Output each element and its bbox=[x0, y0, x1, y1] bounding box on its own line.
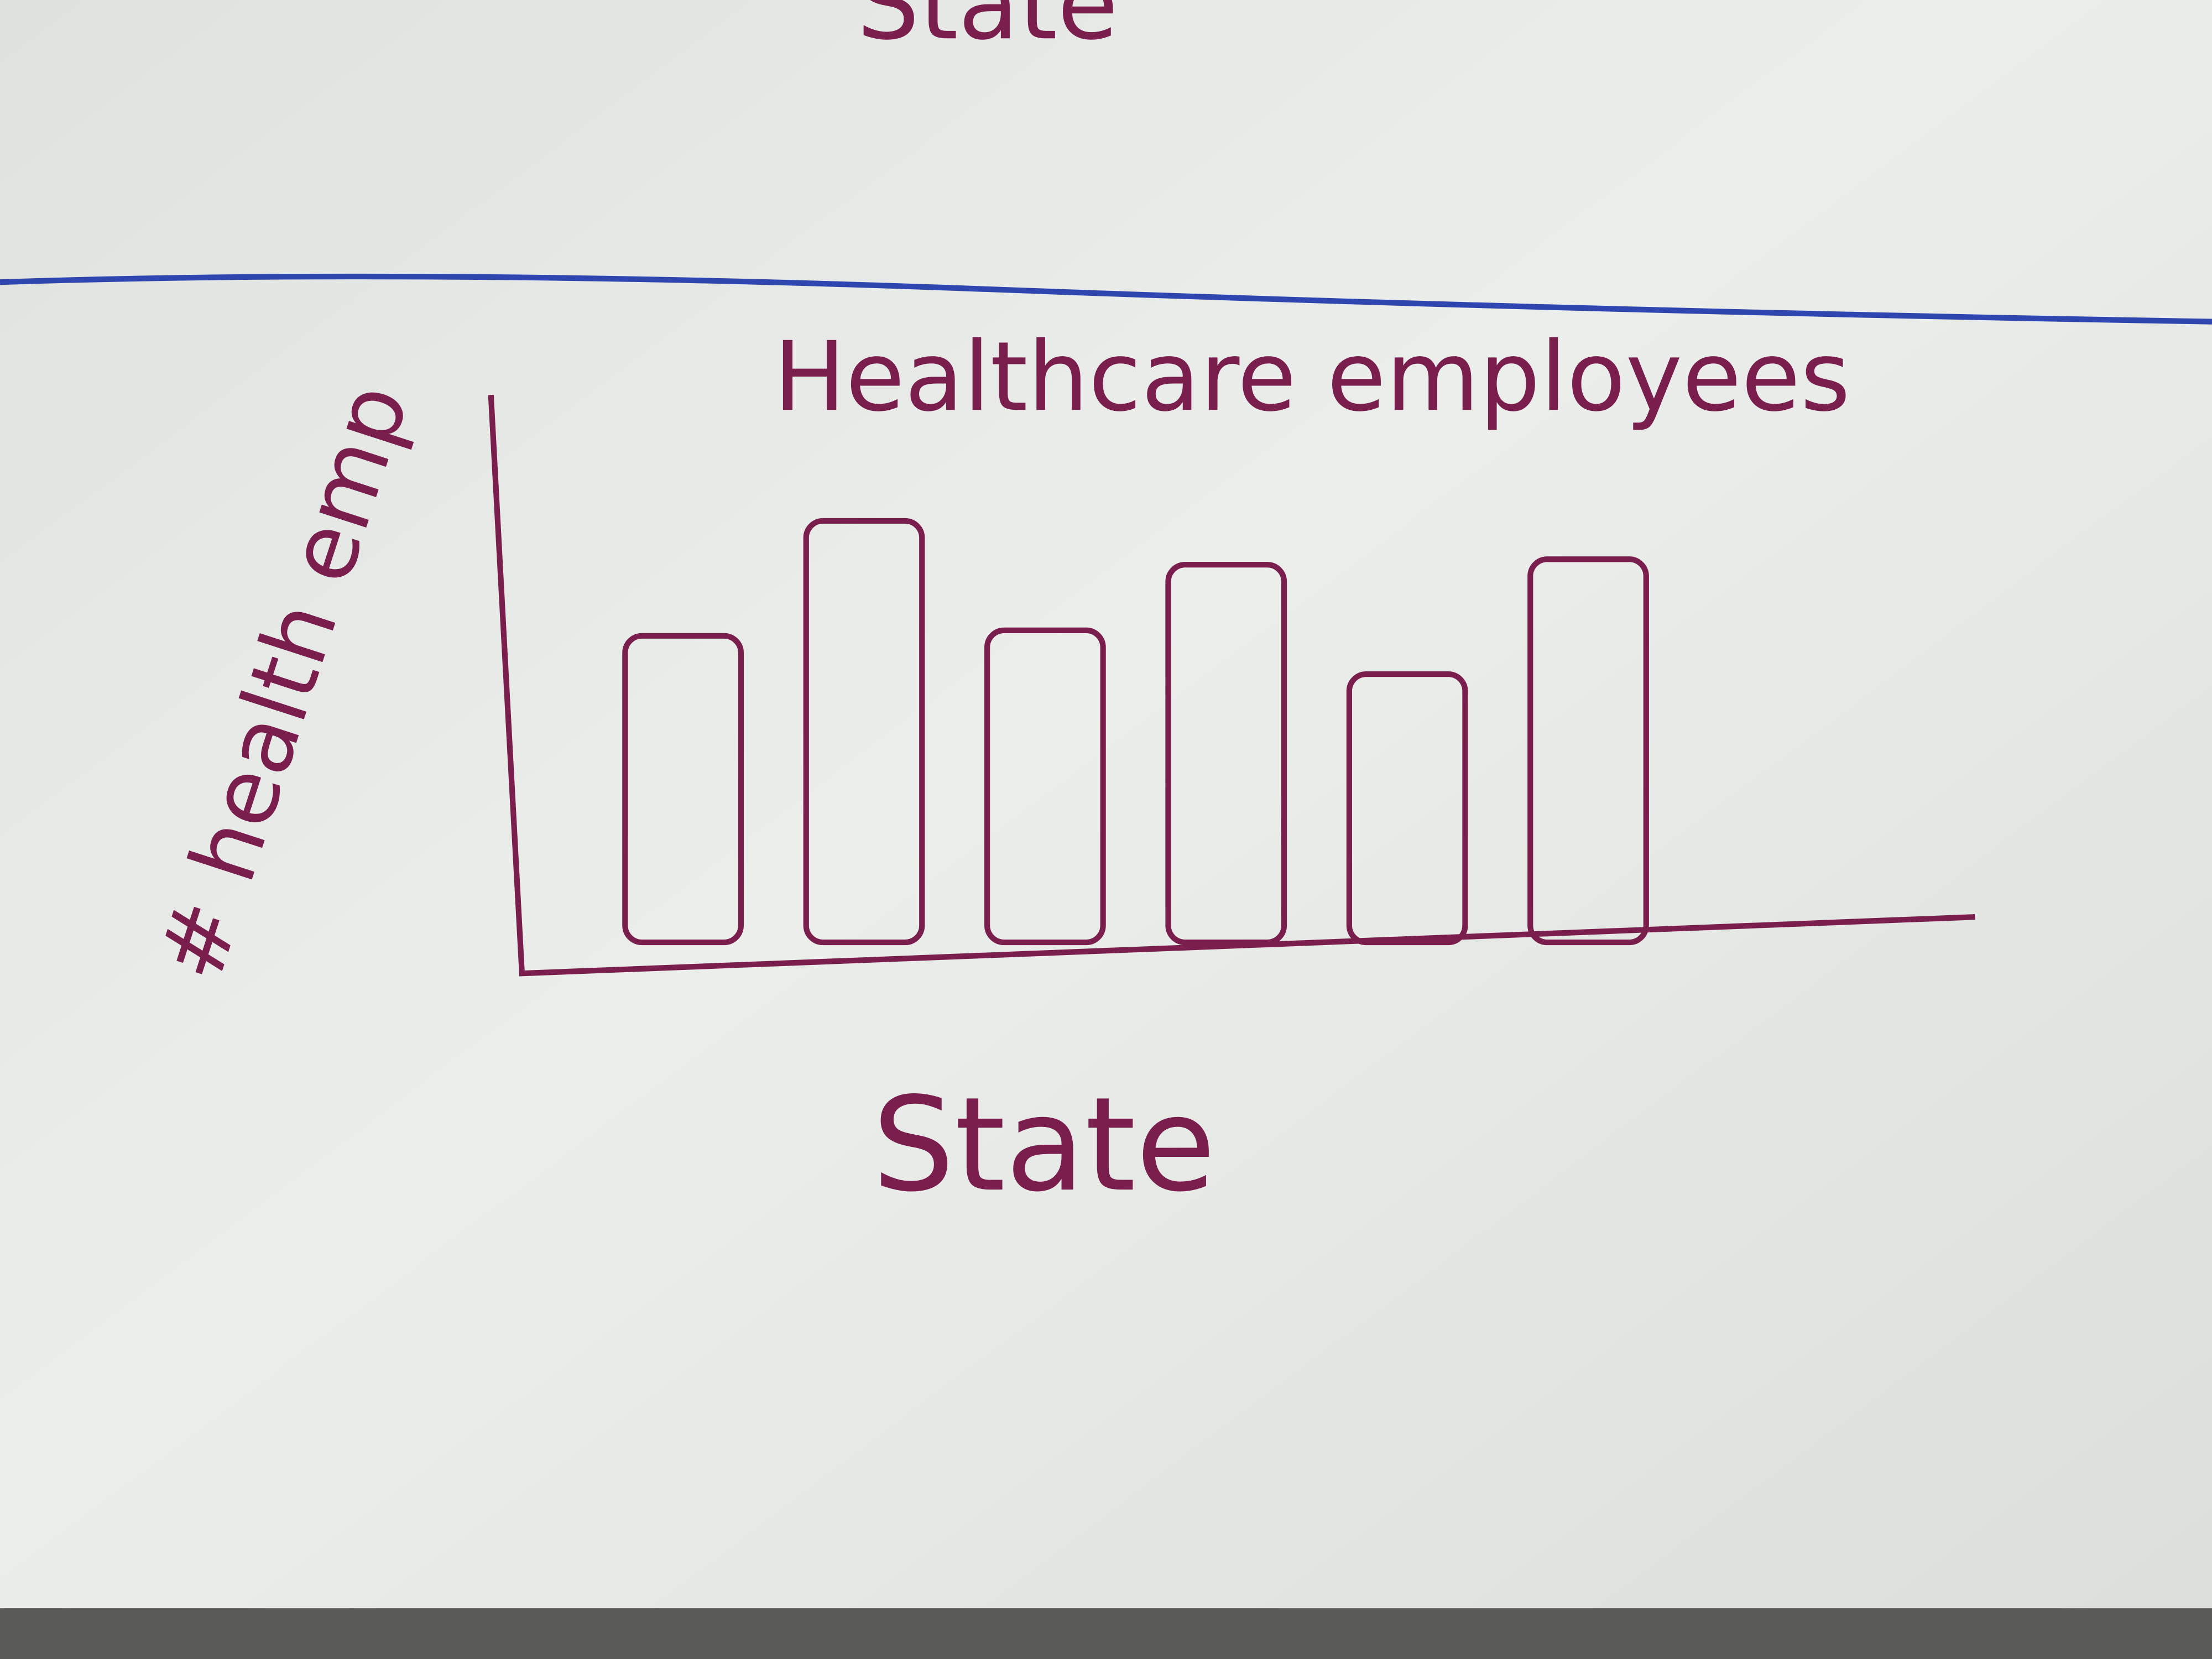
bar bbox=[984, 627, 1106, 946]
table-edge bbox=[0, 1608, 2212, 1659]
bar bbox=[622, 633, 744, 946]
bar bbox=[1346, 671, 1468, 946]
x-axis-label: State bbox=[872, 1070, 1215, 1220]
axes bbox=[488, 395, 1975, 977]
divider-line bbox=[0, 273, 2212, 325]
cropped-text: State bbox=[857, 0, 1118, 62]
chart-title: Healthcare employees bbox=[774, 321, 1850, 432]
bar bbox=[1165, 562, 1287, 946]
bar bbox=[1527, 556, 1649, 946]
bar bbox=[803, 518, 925, 946]
